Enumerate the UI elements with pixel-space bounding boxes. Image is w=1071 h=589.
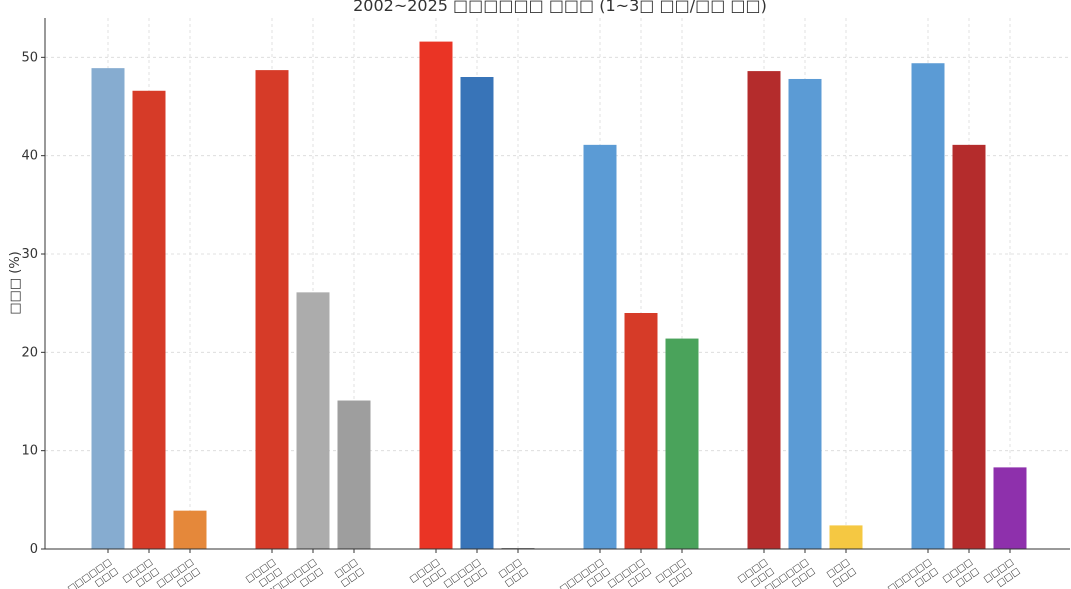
x-tick-label: □□□□□□□□□ [558, 557, 612, 589]
bar [993, 467, 1027, 549]
y-tick-label: 10 [21, 444, 38, 459]
x-tick-label: □□□□□□□□□ [66, 557, 120, 589]
x-tick-label: □□□□□□□ [654, 557, 694, 589]
y-tick-label: 0 [30, 542, 38, 557]
x-tick-label: □□□□□□□ [941, 557, 981, 589]
y-tick-label: 40 [21, 149, 38, 164]
bar [132, 90, 166, 550]
chart-title: 2002~2025 □□□□□□ □□□ (1~3□ □□/□□ □□) [353, 0, 767, 15]
x-tick-label: □□□□□□□ [982, 557, 1022, 589]
bar [91, 68, 125, 550]
y-axis-label: □□□ (%) [8, 251, 23, 314]
x-tick-label: □□□□□□□□ [606, 557, 653, 589]
y-tick-label: 50 [21, 50, 38, 65]
bars [91, 41, 1027, 550]
bar [788, 78, 822, 549]
x-tick-label: □□□□□□□ [408, 557, 448, 589]
x-tick-labels: □□□□□□□□□ □□□□□□□□□□□□□□□ □□□□□□□□□□□□□□□□… [66, 557, 1022, 589]
bar [952, 144, 986, 549]
bar [337, 400, 371, 549]
bar [173, 510, 207, 549]
y-tick-label: 20 [21, 345, 38, 360]
x-tick-label: □□□□□□□□ [155, 557, 202, 589]
bar [583, 144, 617, 549]
bar [255, 70, 289, 549]
y-ticks: 0 10 20 30 40 50 [21, 50, 45, 557]
y-tick-label: 30 [21, 247, 38, 262]
x-tick-label: □□□□□□ [497, 557, 530, 589]
bar [829, 525, 863, 549]
bar [665, 338, 699, 549]
x-tick-label: □□□□□□□ [121, 557, 161, 589]
bar [460, 77, 494, 549]
bar [624, 313, 658, 549]
bar [296, 292, 330, 549]
bar [747, 71, 781, 549]
bar [911, 63, 945, 549]
bar [419, 41, 453, 549]
x-tick-label: □□□□□□□□□ [886, 557, 940, 589]
x-tick-label: □□□□□□ [825, 557, 858, 589]
x-tick-label: □□□□□□ [333, 557, 366, 589]
axes [44, 18, 1070, 553]
x-tick-label: □□□□□□□□ [442, 557, 489, 589]
